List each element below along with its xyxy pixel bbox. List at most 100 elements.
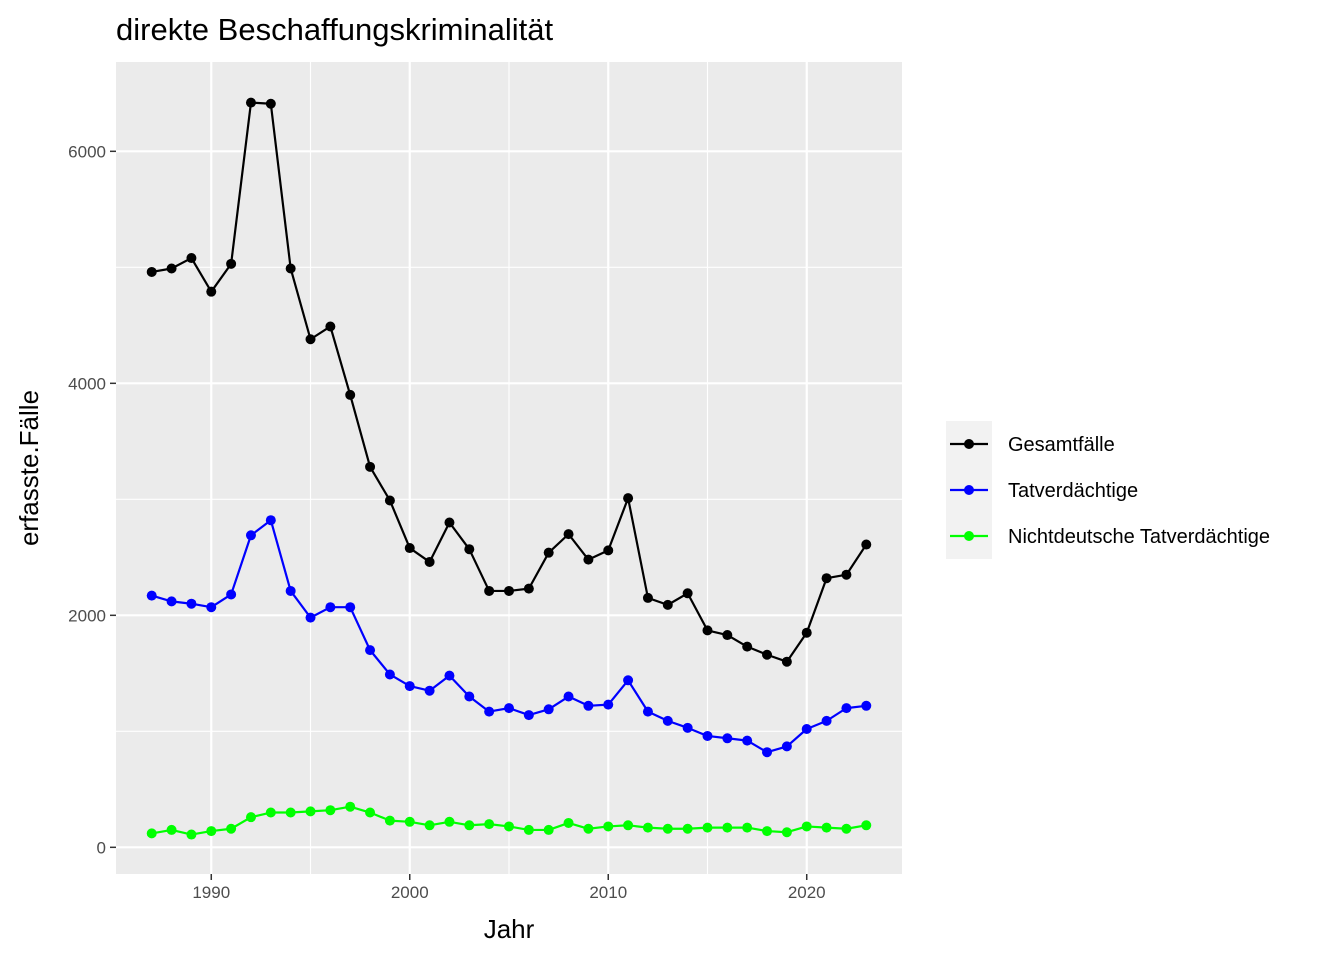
series-1-point: [206, 286, 217, 297]
series-1-point: [543, 547, 554, 558]
series-3-point: [742, 822, 753, 833]
series-1-point: [861, 539, 872, 550]
series-3-point: [245, 812, 256, 823]
series-1-point: [801, 627, 812, 638]
series-2-point: [662, 715, 673, 726]
series-1-point: [186, 253, 197, 264]
series-2-point: [424, 685, 435, 696]
series-2-point: [186, 598, 197, 609]
legend-label: Tatverdächtige: [1008, 480, 1138, 502]
series-3-point: [186, 829, 197, 840]
series-2-point: [642, 706, 653, 717]
y-tick-label: 0: [97, 838, 106, 857]
y-tick-label: 4000: [68, 374, 106, 393]
series-3-point: [682, 823, 693, 834]
series-3-point: [821, 822, 832, 833]
series-3-point: [841, 823, 852, 834]
x-axis-title: Jahr: [484, 914, 535, 944]
series-2-point: [861, 700, 872, 711]
series-3-point: [781, 827, 792, 838]
series-1-point: [821, 573, 832, 584]
series-1-point: [464, 544, 475, 555]
series-2-point: [821, 715, 832, 726]
series-3-point: [265, 807, 276, 818]
x-tick-label: 1990: [192, 883, 230, 902]
series-2-point: [305, 612, 316, 623]
series-1-point: [166, 263, 177, 274]
series-1-point: [384, 495, 395, 506]
series-1-point: [504, 585, 514, 596]
x-tick-label: 2020: [788, 883, 826, 902]
series-1-point: [226, 258, 237, 269]
series-2-point: [722, 733, 733, 744]
series-3-point: [523, 824, 534, 835]
series-1-point: [484, 585, 495, 596]
series-1-point: [345, 389, 356, 400]
y-tick-label: 6000: [68, 142, 106, 161]
series-2-point: [801, 724, 812, 734]
y-axis: 0 2000 4000 6000: [68, 142, 116, 857]
series-2-point: [464, 691, 475, 702]
series-3-point: [365, 807, 376, 818]
series-2-point: [365, 645, 376, 656]
series-1-point: [146, 266, 157, 277]
series-2-point: [603, 699, 614, 710]
x-axis: 1990 2000 2010 2020: [192, 874, 826, 902]
series-3-point: [603, 821, 614, 832]
series-1-point: [742, 641, 753, 652]
series-2-point: [523, 710, 534, 721]
series-2-point: [543, 704, 554, 715]
series-2-point: [702, 730, 713, 741]
x-tick-label: 2000: [391, 883, 429, 902]
series-2-point: [245, 530, 256, 541]
series-2-point: [166, 596, 177, 607]
series-1-point: [623, 493, 634, 504]
series-3-point: [285, 807, 296, 818]
series-2-point: [226, 589, 237, 600]
series-3-point: [722, 822, 733, 833]
chart-title: direkte Beschaffungskriminalität: [116, 12, 553, 47]
x-tick-label: 2010: [589, 883, 627, 902]
series-1-point: [265, 98, 276, 109]
series-1-point: [662, 599, 673, 610]
series-1-point: [762, 649, 773, 660]
minor-gridlines: [116, 62, 902, 874]
series-2-point: [444, 670, 455, 681]
series-3-point: [662, 823, 673, 834]
series-3-point: [146, 828, 157, 839]
legend-key-point: [964, 485, 974, 495]
series-1-point: [523, 583, 534, 594]
series-2-point: [781, 741, 792, 752]
series-3-point: [702, 822, 713, 833]
series-3-point: [563, 817, 574, 828]
series-1-point: [365, 461, 376, 472]
series-2-point: [206, 602, 217, 613]
series-3-point: [642, 822, 653, 833]
series-2-point: [623, 675, 634, 686]
series-3-point: [424, 820, 435, 831]
series-3-point: [345, 801, 356, 812]
major-gridlines: [116, 62, 902, 874]
series-3-point: [404, 816, 415, 827]
series-3-point: [206, 826, 217, 837]
series-1-point: [583, 554, 594, 565]
series-1-point: [245, 97, 256, 108]
series-1-point: [305, 334, 316, 345]
series-1-point: [722, 630, 733, 641]
series-1-point: [682, 588, 693, 599]
series-3-point: [305, 806, 316, 817]
y-tick-label: 2000: [68, 606, 106, 625]
series-2-point: [404, 681, 415, 692]
series-3-point: [325, 805, 336, 816]
series-1-point: [642, 592, 653, 603]
series-3-point: [623, 820, 634, 831]
series-2-point: [682, 722, 693, 733]
series-2-point: [384, 669, 395, 680]
series-3-point: [384, 815, 395, 826]
series-3-point: [801, 821, 812, 832]
series-1-point: [404, 543, 415, 554]
y-axis-title: erfasste.Fälle: [14, 390, 44, 546]
legend-key-point: [964, 439, 974, 449]
series-1-point: [563, 529, 574, 540]
